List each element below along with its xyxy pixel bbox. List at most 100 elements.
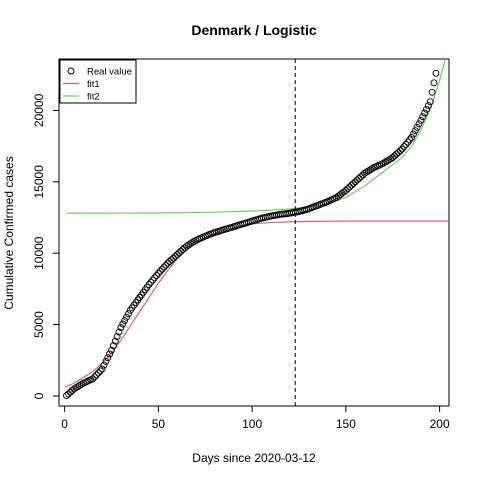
real-value-point <box>402 140 410 148</box>
real-value-point <box>119 320 127 328</box>
real-value-point <box>98 365 106 373</box>
real-value-point <box>349 180 357 187</box>
real-value-point <box>432 69 440 77</box>
real-value-point <box>66 388 74 396</box>
series-line-fit1 <box>64 220 449 388</box>
real-value-point <box>344 185 352 193</box>
real-value-point <box>149 276 157 284</box>
real-value-point <box>188 239 196 247</box>
y-tick-label-20000: 20000 <box>32 93 46 127</box>
real-value-point <box>379 159 387 167</box>
real-value-point <box>383 157 391 165</box>
real-value-point <box>368 165 376 173</box>
real-value-point <box>351 178 359 186</box>
legend-marker-real-value <box>67 67 75 75</box>
x-tick-label-50: 50 <box>152 417 166 431</box>
real-value-point <box>166 258 174 265</box>
y-tick-label-10000: 10000 <box>32 236 46 270</box>
real-value-point <box>156 267 164 275</box>
real-value-point <box>102 357 110 365</box>
real-value-point <box>171 252 179 260</box>
real-value-point <box>113 333 121 341</box>
legend-label-fit2: fit2 <box>87 92 100 103</box>
real-value-point <box>421 109 429 117</box>
x-tick-label-150: 150 <box>336 417 356 431</box>
real-value-point <box>94 369 102 377</box>
real-value-point <box>108 346 115 354</box>
real-value-point <box>419 113 427 121</box>
real-value-point <box>91 373 99 381</box>
real-value-point <box>168 256 175 264</box>
x-axis-label: Days since 2020-03-12 <box>192 451 316 465</box>
real-value-point <box>175 249 183 257</box>
real-value-point <box>355 174 363 182</box>
real-value-point <box>430 79 438 87</box>
real-value-point <box>346 183 354 191</box>
real-value-point <box>147 278 155 286</box>
y-tick-label-5000: 5000 <box>32 311 46 338</box>
real-value-point <box>396 147 404 155</box>
real-value-point <box>411 127 419 135</box>
real-value-point <box>153 272 160 279</box>
real-value-point <box>177 247 185 255</box>
real-value-point <box>385 156 393 164</box>
real-value-point <box>117 324 125 331</box>
real-value-point <box>158 265 166 273</box>
real-value-point <box>423 105 430 113</box>
legend-label-real-value: Real value <box>87 67 132 78</box>
real-value-point <box>348 181 355 189</box>
real-value-point <box>342 186 350 194</box>
real-value-point <box>63 392 70 400</box>
real-value-point <box>389 154 397 161</box>
real-value-point <box>408 134 415 141</box>
real-value-point <box>406 136 414 144</box>
x-tick-label-200: 200 <box>430 417 450 431</box>
real-value-point <box>78 380 85 388</box>
real-value-point <box>74 383 82 391</box>
real-value-point <box>96 367 104 375</box>
chart-title: Denmark / Logistic <box>191 22 316 38</box>
real-value-point <box>173 251 181 259</box>
real-value-point <box>164 259 172 267</box>
real-value-point <box>89 375 97 383</box>
plot-content <box>63 59 449 406</box>
real-value-point <box>183 242 190 250</box>
real-value-point <box>123 313 130 321</box>
real-value-point <box>124 310 132 318</box>
real-value-point <box>121 317 129 325</box>
real-value-point <box>184 241 192 249</box>
real-value-point <box>363 168 370 176</box>
real-value-point <box>391 152 399 160</box>
real-value-point <box>428 88 436 96</box>
y-tick-label-15000: 15000 <box>32 165 46 199</box>
real-value-point <box>70 385 78 393</box>
real-value-point <box>186 240 194 248</box>
real-value-point <box>109 342 117 350</box>
real-value-point <box>381 158 389 166</box>
x-tick-label-100: 100 <box>242 417 262 431</box>
real-value-point <box>76 381 84 389</box>
real-value-point <box>361 169 369 177</box>
real-value-point <box>366 166 374 174</box>
plot-frame <box>58 58 450 407</box>
real-value-point <box>100 361 108 369</box>
real-value-point <box>190 238 198 245</box>
real-value-point <box>398 145 406 153</box>
real-value-point <box>409 130 417 138</box>
real-value-point <box>413 123 421 131</box>
legend-label-fit1: fit1 <box>87 79 100 90</box>
real-value-point <box>404 138 412 146</box>
real-value-point <box>169 254 177 262</box>
real-value-point <box>154 269 162 277</box>
real-value-point <box>115 328 123 336</box>
plot-area: 0 50 100 150 200 0 5000 10000 15000 20000 Real val… <box>32 58 450 431</box>
x-tick-label-0: 0 <box>61 417 68 431</box>
real-value-point <box>104 354 112 362</box>
real-value-point <box>160 263 168 271</box>
real-value-point <box>72 384 80 392</box>
real-value-point <box>162 261 170 269</box>
real-value-point <box>93 371 100 379</box>
real-value-point <box>364 167 372 175</box>
